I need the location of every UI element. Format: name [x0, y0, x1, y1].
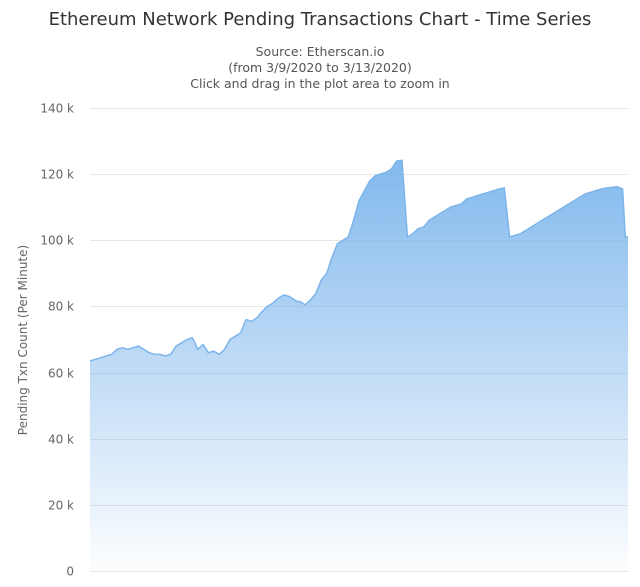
chart-subtitle-range: (from 3/9/2020 to 3/13/2020) [228, 60, 412, 75]
series-area-0[interactable] [90, 160, 628, 572]
y-tick-label-7: 140 k [40, 102, 74, 116]
y-tick-label-2: 40 k [48, 433, 74, 447]
y-tick-label-6: 120 k [40, 168, 74, 182]
y-tick-label-5: 100 k [40, 234, 74, 248]
y-tick-label-4: 80 k [48, 300, 74, 314]
y-tick-label-0: 0 [66, 565, 74, 579]
series-line-0[interactable] [89, 159, 628, 362]
y-axis-label: Pending Txn Count (Per Minute) [16, 245, 30, 435]
chart-subtitle-source: Source: Etherscan.io [256, 44, 385, 59]
chart-title: Ethereum Network Pending Transactions Ch… [49, 9, 592, 30]
plot-area[interactable] [89, 159, 628, 572]
y-tick-label-1: 20 k [48, 499, 74, 513]
y-axis-ticks: 0 20 k 40 k 60 k 80 k 100 k 120 k 140 k [40, 102, 74, 579]
chart-subtitle-zoom-hint: Click and drag in the plot area to zoom … [190, 76, 449, 91]
y-tick-label-3: 60 k [48, 367, 74, 381]
